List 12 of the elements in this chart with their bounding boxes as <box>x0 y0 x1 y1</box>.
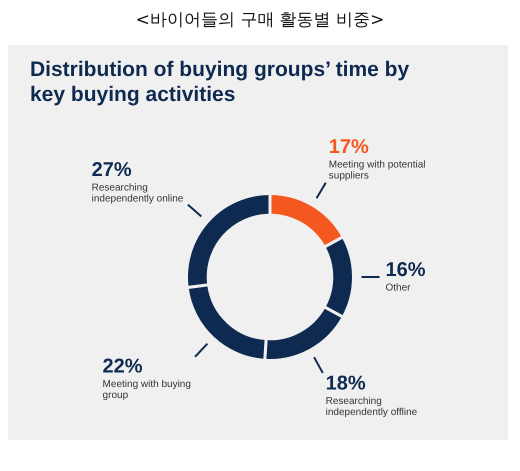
chart-title: <바이어들의 구매 활동별 비중> <box>134 9 386 31</box>
slice-label: Meeting with buying group <box>102 378 191 401</box>
slice-label: Other <box>386 282 412 294</box>
slice-label: Researching independently online <box>92 182 184 204</box>
data-label: 18% <box>326 372 366 395</box>
chart-subtitle: Distribution of buying groups’ time by key buying activities <box>30 57 410 107</box>
data-label: 16% <box>386 259 426 282</box>
slice-label: Researching independently offline <box>326 396 418 418</box>
data-label: 22% <box>102 356 143 378</box>
data-label: 27% <box>92 159 132 182</box>
slice-label: Meeting with potential suppliers <box>328 159 426 182</box>
data-label: 17% <box>328 136 370 158</box>
